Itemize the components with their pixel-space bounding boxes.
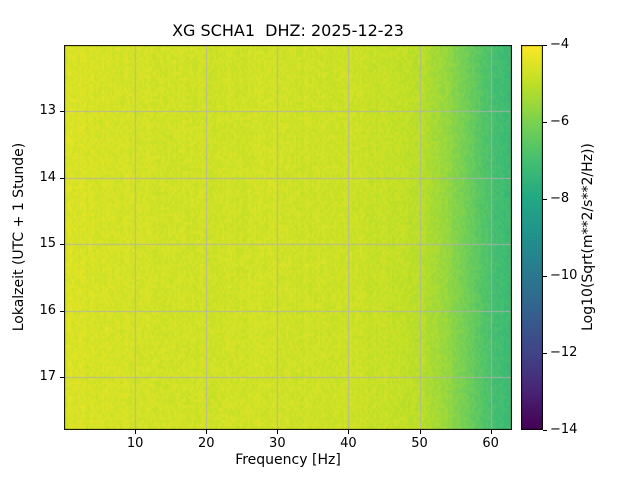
colorbar-tick-label: −14 — [550, 422, 578, 437]
y-tick-label: 17 — [39, 368, 56, 384]
x-tick-label: 10 — [126, 436, 144, 451]
x-tick-label: 40 — [340, 436, 357, 451]
x-tick-label: 20 — [197, 436, 215, 451]
x-tick-mark — [348, 430, 350, 434]
y-tick-mark — [60, 376, 64, 378]
colorbar-label: Log10(Sqrt(m**2/s**2/Hz)) — [580, 143, 596, 331]
y-tick-mark — [60, 111, 64, 113]
y-tick-mark — [60, 177, 64, 179]
colorbar-tick-label: −12 — [550, 345, 578, 360]
colorbar-tick-mark — [543, 45, 547, 46]
colorbar-tick-label: −10 — [550, 268, 578, 283]
x-tick-mark — [206, 430, 208, 434]
x-axis-label: Frequency [Hz] — [235, 452, 341, 468]
colorbar-tick-label: −6 — [550, 114, 570, 129]
colorbar-tick-mark — [543, 353, 547, 354]
x-tick-label: 60 — [482, 436, 499, 451]
y-tick-mark — [60, 310, 64, 312]
x-tick-label: 50 — [411, 436, 428, 451]
y-tick-label: 15 — [39, 236, 56, 252]
x-tick-mark — [277, 430, 279, 434]
chart-title: XG SCHA1 DHZ: 2025-12-23 — [172, 21, 404, 40]
colorbar-tick-mark — [543, 122, 547, 123]
y-axis-label: Lokalzeit (UTC + 1 Stunde) — [11, 142, 27, 332]
colorbar-tick-mark — [543, 430, 547, 431]
y-tick-mark — [60, 244, 64, 246]
x-tick-label: 30 — [269, 436, 286, 451]
x-tick-mark — [135, 430, 137, 434]
colorbar-tick-label: −8 — [550, 191, 570, 206]
y-tick-label: 14 — [39, 169, 56, 185]
colorbar-tick-mark — [543, 276, 547, 277]
heatmap-canvas — [64, 45, 512, 430]
colorbar-canvas — [521, 45, 543, 430]
x-tick-mark — [419, 430, 421, 434]
y-tick-label: 16 — [39, 302, 56, 318]
y-tick-label: 13 — [39, 103, 56, 119]
x-tick-mark — [490, 430, 492, 434]
colorbar-tick-label: −4 — [550, 37, 570, 52]
colorbar-tick-mark — [543, 199, 547, 200]
